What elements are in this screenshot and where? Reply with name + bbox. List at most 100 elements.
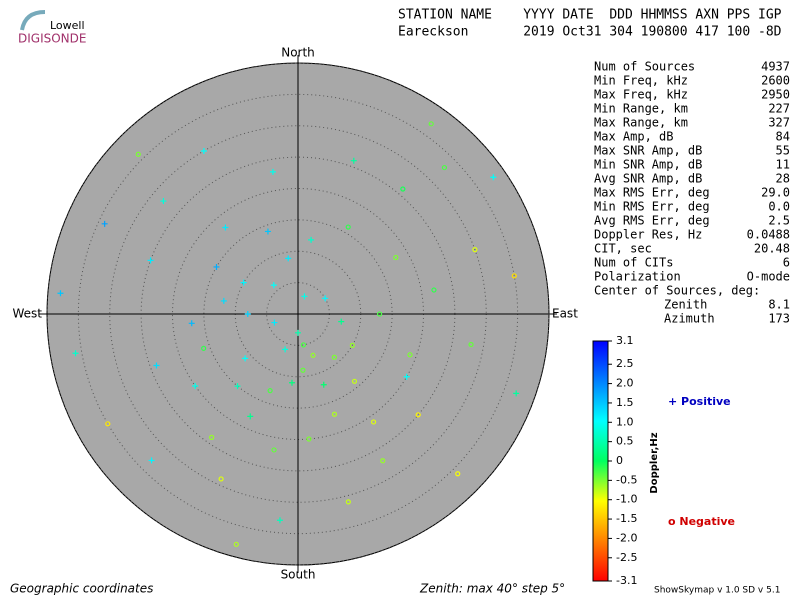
source-negative	[105, 421, 111, 427]
source-positive	[242, 355, 249, 362]
direction-label: West	[12, 307, 42, 321]
source-negative	[267, 388, 273, 394]
stats: Num of Sources 4937 Min Freq, kHz 2600 Max F…	[594, 60, 790, 326]
source-positive	[200, 147, 207, 154]
stat-label: Min RMS Err, deg	[594, 200, 710, 214]
source-negative	[455, 471, 461, 477]
stat-value: 227	[768, 102, 790, 116]
colorbar-tick-label: -0.5	[616, 473, 637, 486]
source-positive	[222, 224, 229, 231]
stat-label: Zenith	[664, 298, 707, 312]
source-positive	[301, 293, 308, 300]
stat-value: 11	[776, 158, 790, 172]
source-negative	[415, 412, 421, 418]
source-positive	[513, 390, 520, 397]
footer-right: ShowSkymap v 1.0 SD v 5.1	[654, 586, 780, 596]
source-negative	[431, 287, 437, 293]
source-negative	[310, 352, 316, 358]
source-negative	[300, 342, 307, 348]
source-negative	[472, 247, 478, 253]
source-positive	[350, 157, 357, 164]
stat-label: Doppler Res, Hz	[594, 228, 702, 242]
source-negative	[201, 345, 207, 351]
source-positive	[282, 346, 289, 353]
stat-label: Max Amp, dB	[594, 130, 673, 144]
source-positive	[147, 257, 154, 264]
stat-label: Avg SNR Amp, dB	[594, 172, 702, 186]
source-positive	[153, 362, 160, 369]
colorbar-tick-label: 1.5	[616, 396, 634, 409]
stat-value: 0.0	[768, 200, 790, 214]
source-positive	[403, 373, 410, 380]
source-negative	[370, 419, 377, 425]
colorbar-tick-label: -3.1	[616, 574, 637, 587]
stat-label: Min Freq, kHz	[594, 74, 688, 88]
source-negative	[218, 476, 224, 482]
source-positive	[308, 236, 315, 243]
stat-label: Avg RMS Err, deg	[594, 214, 710, 228]
source-negative	[393, 254, 399, 261]
stat-value: 8.1	[768, 298, 790, 312]
stat-value: 0.0488	[747, 228, 790, 242]
stat-label: Max SNR Amp, dB	[594, 144, 702, 158]
source-negative	[441, 164, 448, 171]
source-negative	[351, 378, 358, 384]
source-negative	[468, 341, 474, 348]
source-negative	[428, 121, 434, 127]
source-positive	[148, 457, 155, 464]
stat-value: 4937	[761, 60, 790, 74]
stat-value: 6	[783, 256, 790, 270]
stat-value: 84	[776, 130, 790, 144]
source-positive	[188, 320, 195, 327]
source-negative	[233, 541, 239, 547]
direction-label: East	[552, 307, 578, 321]
source-positive	[72, 350, 79, 357]
colorbar-tick-label: 1.0	[616, 415, 634, 428]
source-positive	[271, 319, 278, 326]
source-negative	[300, 367, 306, 373]
stat-label: Polarization	[594, 270, 681, 284]
logo-swoosh	[20, 10, 46, 31]
stat-value: 2950	[761, 88, 790, 102]
source-positive	[285, 255, 292, 262]
source-positive	[276, 517, 283, 524]
header-line: STATION NAME YYYY DATE DDD HHMMSS AXN PP…	[398, 8, 782, 23]
source-positive	[240, 279, 247, 286]
source-negative	[306, 436, 312, 442]
source-positive	[57, 290, 64, 297]
colorbar	[592, 340, 609, 582]
source-negative	[349, 342, 355, 348]
stat-value: 173	[768, 312, 790, 326]
logo-bottom: DIGISONDE	[18, 32, 86, 46]
source-positive	[247, 413, 254, 420]
footer-middle: Zenith: max 40° step 5°	[419, 582, 565, 596]
source-negative	[331, 354, 337, 360]
plot: North South West East 3.1 2.5 2.0 1.5 1.0 0.5 0 -0.…	[12, 46, 735, 588]
source-negative	[209, 434, 215, 440]
colorbar-label: Doppler,Hz	[649, 432, 660, 493]
stat-value: 327	[768, 116, 790, 130]
colorbar-tick-label: -2.0	[616, 531, 637, 544]
colorbar-tick-label: 0.5	[616, 435, 634, 448]
source-positive	[234, 383, 241, 390]
stat-label: Num of Sources	[594, 60, 695, 74]
colorbar-tick-label: -2.5	[616, 551, 637, 564]
source-negative	[407, 352, 413, 358]
stat-label: Min SNR Amp, dB	[594, 158, 702, 172]
source-negative	[271, 447, 277, 453]
source-negative	[400, 186, 406, 192]
source-positive	[338, 318, 345, 325]
source-positive	[220, 297, 227, 304]
source-positive	[322, 295, 329, 302]
source-negative	[331, 411, 338, 417]
source-positive	[320, 381, 327, 388]
stat-value: 55	[776, 144, 790, 158]
colorbar-tick-label: -1.0	[616, 493, 637, 506]
source-negative	[345, 224, 351, 230]
source-positive	[160, 198, 167, 205]
stat-label: CIT, sec	[594, 242, 652, 256]
stat-value: 2600	[761, 74, 790, 88]
direction-label: South	[281, 568, 316, 582]
colorbar-tick-label: 0	[616, 454, 623, 467]
